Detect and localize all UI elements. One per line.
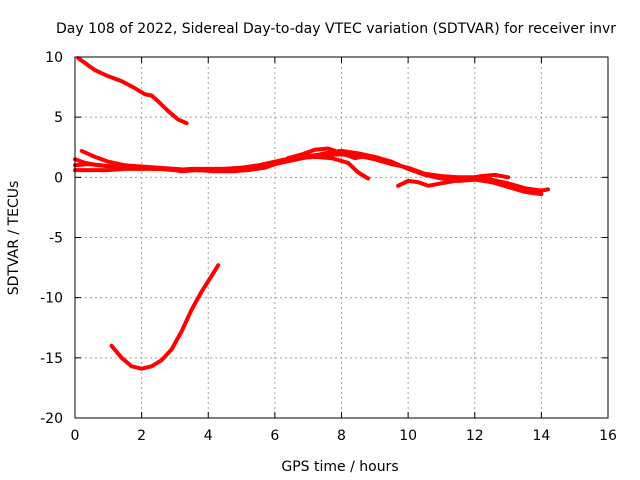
series-arc-high: [76, 56, 189, 126]
x-tick-label: 10: [399, 428, 417, 444]
y-tick-label: -15: [40, 351, 63, 367]
y-tick-label: -5: [49, 231, 63, 247]
series-arc-3: [73, 148, 544, 197]
tick-layer: 0 2 4 6 8 10 12 14 16 10 5 0 -5 -10 -15 -20: [40, 50, 617, 444]
grid-layer: [75, 57, 608, 418]
x-axis-label: GPS time / hours: [281, 459, 398, 475]
x-tick-label: 4: [204, 428, 213, 444]
series-arc-5: [73, 162, 264, 174]
y-tick-label: -20: [40, 411, 63, 427]
x-tick-label: 0: [71, 428, 80, 444]
series-arc-low: [109, 263, 221, 371]
chart-title: Day 108 of 2022, Sidereal Day-to-day VTE…: [56, 21, 616, 37]
x-tick-label: 8: [337, 428, 346, 444]
y-tick-label: 10: [45, 50, 63, 66]
x-tick-label: 16: [599, 428, 617, 444]
series-arc-4: [396, 172, 511, 188]
y-tick-label: 5: [54, 110, 63, 126]
x-tick-label: 2: [137, 428, 146, 444]
x-tick-label: 6: [270, 428, 279, 444]
series-layer: [73, 56, 550, 371]
x-tick-label: 14: [532, 428, 550, 444]
y-tick-label: 0: [54, 170, 63, 186]
y-tick-label: -10: [40, 291, 63, 307]
series-arc-6: [286, 146, 384, 162]
y-axis-label: SDTVAR / TECUs: [6, 181, 22, 296]
x-tick-label: 12: [466, 428, 484, 444]
